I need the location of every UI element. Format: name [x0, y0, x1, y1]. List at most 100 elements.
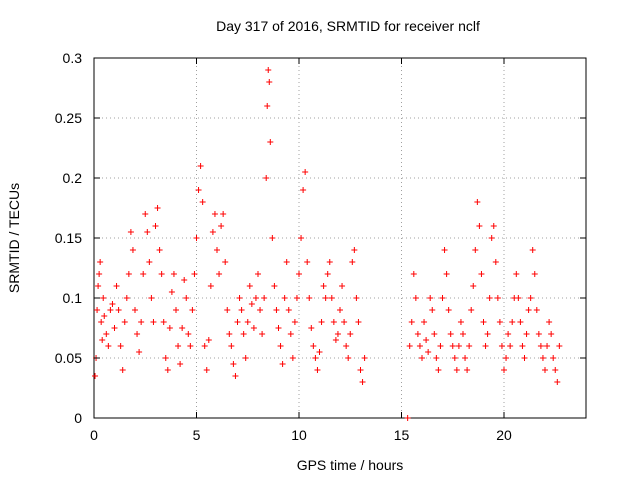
- data-point: [298, 235, 305, 241]
- data-point: [100, 295, 107, 301]
- data-point: [140, 271, 147, 277]
- x-tick-label: 20: [496, 427, 512, 443]
- data-point: [521, 355, 528, 361]
- data-point: [166, 325, 173, 331]
- data-point: [437, 343, 444, 349]
- data-point: [242, 355, 249, 361]
- data-point: [445, 307, 452, 313]
- data-point: [443, 271, 450, 277]
- data-point: [546, 319, 553, 325]
- data-point: [359, 379, 366, 385]
- data-point: [462, 355, 469, 361]
- data-point: [189, 307, 196, 313]
- data-point: [211, 211, 218, 217]
- data-point: [144, 229, 151, 235]
- data-point: [349, 259, 356, 265]
- data-point: [328, 295, 335, 301]
- data-point: [542, 367, 548, 373]
- data-point: [486, 295, 493, 301]
- data-point: [193, 235, 200, 241]
- data-point: [115, 307, 122, 313]
- x-axis-ticks: 0 5 10 15 20: [90, 58, 512, 443]
- data-point: [353, 295, 360, 301]
- x-tick-label: 15: [394, 427, 410, 443]
- data-point: [197, 163, 204, 169]
- data-point: [318, 319, 325, 325]
- data-point: [488, 235, 495, 241]
- data-point: [234, 319, 241, 325]
- data-point: [556, 343, 563, 349]
- plot-border: [93, 57, 587, 419]
- y-tick-label: 0.05: [55, 350, 82, 366]
- data-point: [263, 175, 270, 181]
- data-point: [230, 361, 237, 367]
- data-point: [334, 331, 341, 337]
- data-point: [517, 319, 524, 325]
- data-point: [474, 199, 481, 205]
- data-point: [357, 367, 364, 373]
- data-point: [275, 325, 282, 331]
- data-point: [99, 337, 106, 343]
- data-point: [414, 331, 421, 337]
- data-point: [199, 199, 206, 205]
- data-point: [168, 289, 175, 295]
- data-point: [226, 331, 233, 337]
- data-point: [265, 67, 272, 73]
- data-point: [127, 229, 134, 235]
- data-point: [285, 307, 292, 313]
- data-point: [181, 277, 188, 283]
- data-point: [271, 283, 278, 289]
- data-point: [224, 307, 231, 313]
- data-point: [548, 331, 555, 337]
- data-point: [312, 355, 319, 361]
- data-point: [170, 271, 177, 277]
- y-axis-ticks: 0 0.05 0.1 0.15 0.2 0.25 0.3: [55, 50, 586, 426]
- data-point: [103, 331, 110, 337]
- data-point: [347, 331, 354, 337]
- data-point: [423, 337, 430, 343]
- data-point: [246, 283, 253, 289]
- data-point: [267, 139, 274, 145]
- y-tick-label: 0.25: [55, 110, 82, 126]
- data-point: [476, 223, 483, 229]
- data-point: [310, 343, 317, 349]
- data-point: [431, 331, 438, 337]
- data-point: [252, 295, 259, 301]
- data-point: [412, 295, 419, 301]
- data-point: [525, 307, 532, 313]
- data-point: [173, 307, 179, 313]
- data-point: [123, 295, 130, 301]
- data-point: [460, 331, 466, 337]
- data-point: [496, 319, 503, 325]
- y-tick-label: 0.3: [63, 50, 83, 66]
- data-point: [164, 367, 171, 373]
- data-point: [337, 307, 343, 313]
- data-point: [266, 79, 273, 85]
- data-point: [287, 331, 294, 337]
- data-point: [484, 331, 491, 337]
- data-point: [201, 343, 208, 349]
- data-point: [490, 223, 497, 229]
- data-point: [162, 355, 169, 361]
- y-tick-label: 0.2: [63, 170, 83, 186]
- data-point: [101, 313, 108, 319]
- data-point: [519, 343, 526, 349]
- data-point: [117, 343, 124, 349]
- x-tick-label: 5: [193, 427, 201, 443]
- data-point: [261, 295, 268, 301]
- data-point: [134, 331, 141, 337]
- data-point: [269, 235, 276, 241]
- data-point: [466, 343, 473, 349]
- data-point: [302, 169, 309, 175]
- data-point: [339, 283, 346, 289]
- data-point: [97, 259, 104, 265]
- data-point: [531, 271, 538, 277]
- data-point: [179, 325, 186, 331]
- data-point: [316, 349, 323, 355]
- data-point: [281, 295, 288, 301]
- data-point: [152, 223, 159, 229]
- data-point: [138, 319, 145, 325]
- data-point: [453, 367, 460, 373]
- data-point: [537, 343, 544, 349]
- data-point: [435, 367, 442, 373]
